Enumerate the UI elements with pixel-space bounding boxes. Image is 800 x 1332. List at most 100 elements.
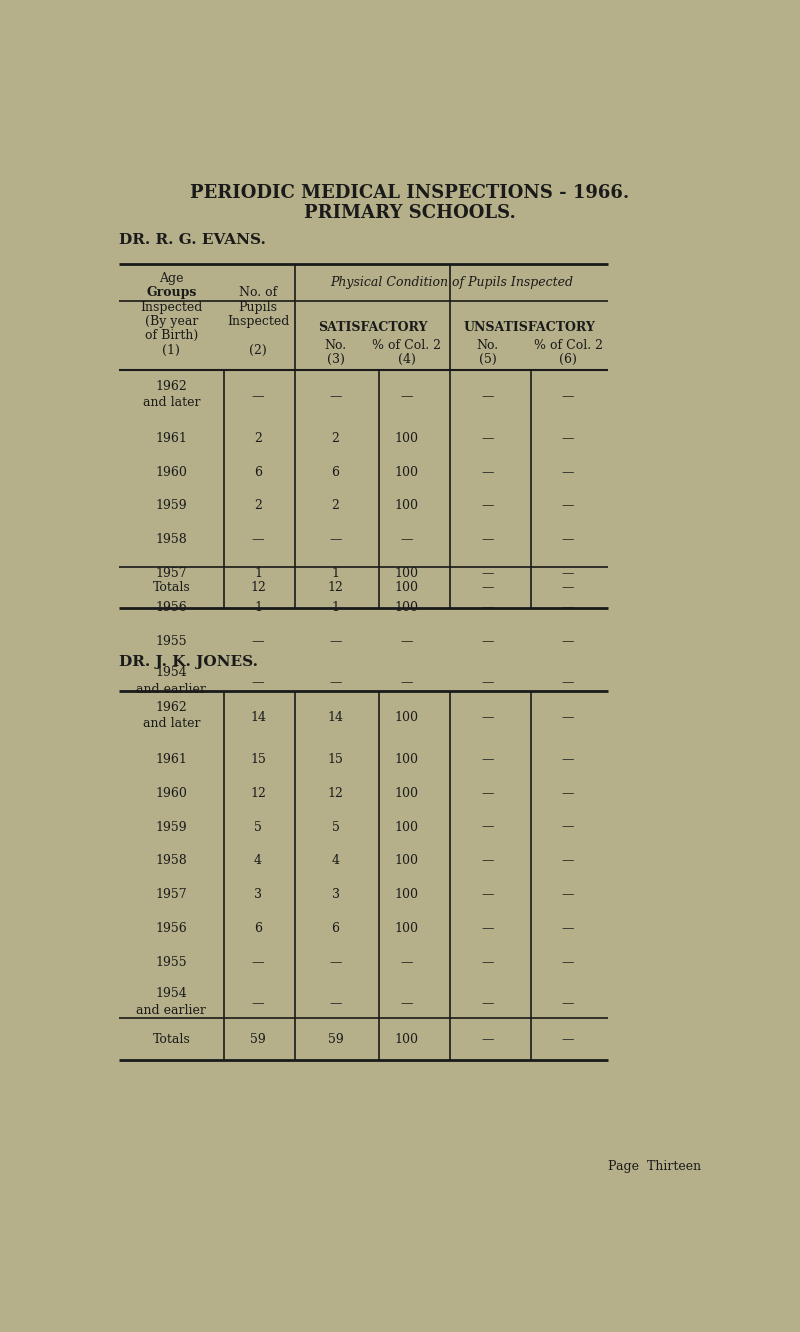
Text: DR. R. G. EVANS.: DR. R. G. EVANS.: [118, 233, 266, 246]
Text: 100: 100: [395, 711, 419, 725]
Text: 3: 3: [332, 888, 340, 902]
Text: 12: 12: [328, 787, 343, 799]
Text: 15: 15: [328, 753, 343, 766]
Text: —: —: [482, 466, 494, 478]
Text: 12: 12: [250, 581, 266, 594]
Text: Age: Age: [159, 272, 183, 285]
Text: DR. J. K. JONES.: DR. J. K. JONES.: [118, 655, 258, 670]
Text: 100: 100: [395, 581, 419, 594]
Text: and earlier: and earlier: [136, 1003, 206, 1016]
Text: 2: 2: [332, 432, 339, 445]
Text: —: —: [252, 998, 264, 1011]
Text: Physical Condition of Pupils Inspected: Physical Condition of Pupils Inspected: [330, 277, 574, 289]
Text: —: —: [330, 998, 342, 1011]
Text: 1962: 1962: [155, 380, 187, 393]
Text: 14: 14: [328, 711, 344, 725]
Text: 100: 100: [395, 432, 419, 445]
Text: —: —: [482, 1032, 494, 1046]
Text: —: —: [252, 390, 264, 404]
Text: 1958: 1958: [155, 854, 187, 867]
Text: (5): (5): [478, 353, 496, 366]
Text: —: —: [562, 432, 574, 445]
Text: —: —: [482, 888, 494, 902]
Text: 100: 100: [395, 601, 419, 614]
Text: —: —: [562, 677, 574, 690]
Text: and later: and later: [142, 397, 200, 409]
Text: 1955: 1955: [155, 635, 187, 647]
Text: —: —: [401, 635, 413, 647]
Text: % of Col. 2: % of Col. 2: [534, 340, 602, 353]
Text: 1962: 1962: [155, 701, 187, 714]
Text: —: —: [562, 821, 574, 834]
Text: 1959: 1959: [155, 821, 187, 834]
Text: (3): (3): [326, 353, 345, 366]
Text: —: —: [482, 922, 494, 935]
Text: No.: No.: [477, 340, 498, 353]
Text: —: —: [562, 601, 574, 614]
Text: 15: 15: [250, 753, 266, 766]
Text: —: —: [482, 753, 494, 766]
Text: 1961: 1961: [155, 753, 187, 766]
Text: 1: 1: [332, 601, 340, 614]
Text: 6: 6: [332, 922, 340, 935]
Text: 1959: 1959: [155, 500, 187, 513]
Text: No.: No.: [325, 340, 346, 353]
Text: 100: 100: [395, 466, 419, 478]
Text: —: —: [401, 956, 413, 968]
Text: No. of: No. of: [239, 286, 278, 300]
Text: —: —: [482, 821, 494, 834]
Text: (1): (1): [162, 344, 180, 357]
Text: (2): (2): [250, 344, 267, 357]
Text: 100: 100: [395, 821, 419, 834]
Text: and later: and later: [142, 718, 200, 730]
Text: —: —: [330, 677, 342, 690]
Text: 100: 100: [395, 1032, 419, 1046]
Text: 4: 4: [254, 854, 262, 867]
Text: —: —: [482, 581, 494, 594]
Text: 100: 100: [395, 922, 419, 935]
Text: —: —: [562, 998, 574, 1011]
Text: 4: 4: [332, 854, 340, 867]
Text: 1954: 1954: [155, 987, 187, 1000]
Text: and earlier: and earlier: [136, 682, 206, 695]
Text: —: —: [482, 601, 494, 614]
Text: —: —: [562, 787, 574, 799]
Text: —: —: [482, 998, 494, 1011]
Text: 5: 5: [254, 821, 262, 834]
Text: 1958: 1958: [155, 533, 187, 546]
Text: 100: 100: [395, 500, 419, 513]
Text: 100: 100: [395, 854, 419, 867]
Text: 6: 6: [254, 922, 262, 935]
Text: 1957: 1957: [155, 567, 187, 581]
Text: of Birth): of Birth): [145, 329, 198, 342]
Text: —: —: [562, 922, 574, 935]
Text: 2: 2: [254, 432, 262, 445]
Text: —: —: [482, 956, 494, 968]
Text: —: —: [482, 533, 494, 546]
Text: 5: 5: [332, 821, 339, 834]
Text: 59: 59: [328, 1032, 343, 1046]
Text: —: —: [401, 533, 413, 546]
Text: —: —: [562, 854, 574, 867]
Text: 59: 59: [250, 1032, 266, 1046]
Text: —: —: [482, 635, 494, 647]
Text: —: —: [562, 533, 574, 546]
Text: —: —: [482, 432, 494, 445]
Text: 100: 100: [395, 787, 419, 799]
Text: —: —: [330, 533, 342, 546]
Text: 1: 1: [254, 567, 262, 581]
Text: 14: 14: [250, 711, 266, 725]
Text: 2: 2: [254, 500, 262, 513]
Text: —: —: [252, 533, 264, 546]
Text: 6: 6: [332, 466, 340, 478]
Text: —: —: [562, 635, 574, 647]
Text: 1960: 1960: [155, 466, 187, 478]
Text: —: —: [482, 500, 494, 513]
Text: UNSATISFACTORY: UNSATISFACTORY: [463, 321, 595, 334]
Text: 1960: 1960: [155, 787, 187, 799]
Text: Pupils: Pupils: [238, 301, 278, 313]
Text: —: —: [401, 998, 413, 1011]
Text: 100: 100: [395, 888, 419, 902]
Text: 3: 3: [254, 888, 262, 902]
Text: —: —: [562, 711, 574, 725]
